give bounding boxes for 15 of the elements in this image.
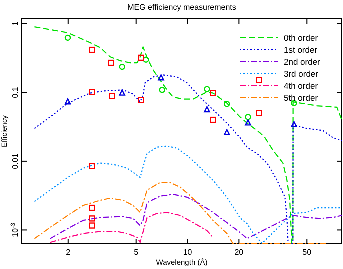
- y-tick-label: 0.01: [11, 153, 20, 170]
- x-tick-label: 50: [302, 248, 312, 257]
- y-tick-label: 0.1: [11, 86, 20, 98]
- x-tick-label: 20: [234, 248, 244, 257]
- x-tick-label: 10: [183, 248, 193, 257]
- y-tick-label: 1: [11, 21, 20, 26]
- legend-label: 5th order: [284, 93, 318, 103]
- legend-label: 4th order: [284, 81, 318, 91]
- legend-label: 3rd order: [284, 69, 319, 79]
- legend-label: 0th order: [284, 33, 318, 43]
- x-tick-label: 2: [66, 248, 72, 257]
- chart-title: MEG efficiency measurements: [128, 3, 236, 12]
- legend-label: 1st order: [284, 45, 318, 55]
- x-tick-label: 5: [134, 248, 140, 257]
- legend-label: 2nd order: [284, 57, 321, 67]
